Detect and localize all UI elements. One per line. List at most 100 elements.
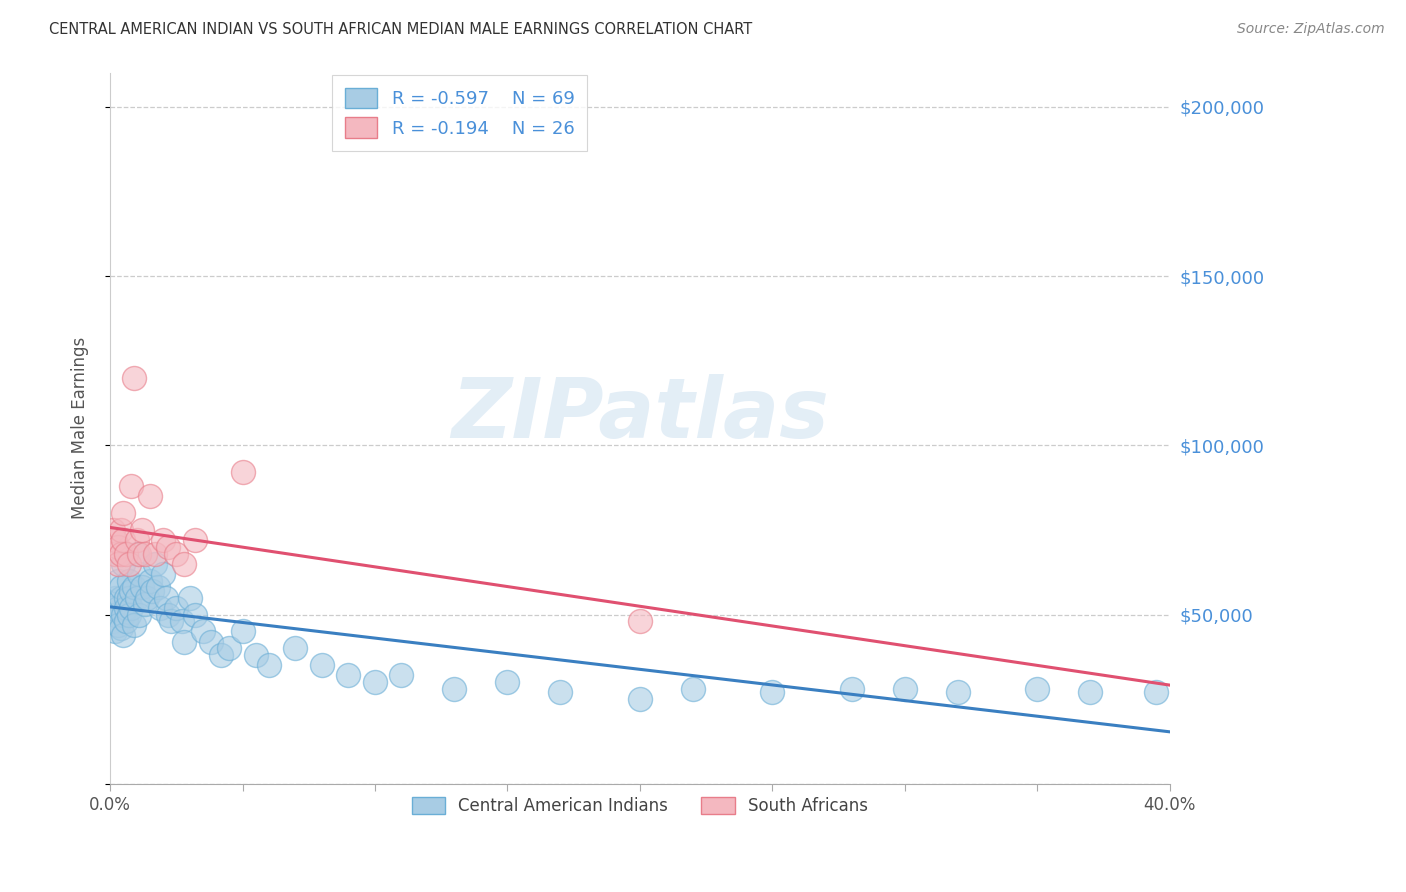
Point (110, 621, 132, 635)
Point (120, 479, 142, 493)
Point (165, 600, 187, 615)
Point (115, 591, 138, 605)
Point (1026, 681, 1049, 696)
Point (184, 607, 207, 622)
Point (125, 547, 148, 561)
Point (122, 370, 145, 384)
Point (149, 600, 172, 615)
Text: CENTRAL AMERICAN INDIAN VS SOUTH AFRICAN MEDIAN MALE EARNINGS CORRELATION CHART: CENTRAL AMERICAN INDIAN VS SOUTH AFRICAN… (49, 22, 752, 37)
Point (1078, 685, 1101, 699)
Point (128, 566, 150, 581)
Point (1144, 685, 1167, 699)
Point (628, 692, 651, 706)
Text: Source: ZipAtlas.com: Source: ZipAtlas.com (1237, 22, 1385, 37)
Point (218, 641, 240, 656)
Point (112, 607, 135, 622)
Point (200, 634, 222, 648)
Y-axis label: Median Male Earnings: Median Male Earnings (72, 337, 89, 519)
Point (134, 598, 156, 612)
Point (110, 523, 132, 537)
Point (946, 685, 969, 699)
Point (550, 685, 572, 699)
Point (231, 624, 253, 639)
Point (104, 607, 127, 622)
Point (117, 574, 139, 588)
Point (184, 533, 207, 547)
Point (143, 557, 166, 571)
Point (139, 489, 162, 503)
Point (128, 607, 150, 622)
Point (682, 681, 704, 696)
Point (107, 600, 129, 615)
Point (146, 581, 169, 595)
Point (110, 591, 132, 605)
Point (115, 600, 138, 615)
Point (245, 648, 267, 662)
Point (107, 617, 129, 632)
Text: ZIPatlas: ZIPatlas (451, 374, 828, 455)
Point (128, 547, 150, 561)
Point (104, 547, 127, 561)
Point (107, 540, 129, 554)
Point (122, 617, 145, 632)
Point (443, 681, 465, 696)
Point (112, 533, 135, 547)
Point (112, 628, 135, 642)
Point (117, 607, 139, 622)
Point (893, 681, 915, 696)
Point (170, 614, 193, 628)
Point (117, 591, 139, 605)
Point (115, 547, 138, 561)
Point (110, 581, 132, 595)
Point (141, 583, 163, 598)
Point (173, 557, 195, 571)
Point (112, 557, 135, 571)
Point (131, 523, 153, 537)
Legend: Central American Indians, South Africans: Central American Indians, South Africans (402, 787, 879, 825)
Point (257, 658, 280, 673)
Point (125, 533, 148, 547)
Point (107, 574, 129, 588)
Point (101, 614, 124, 628)
Point (115, 614, 138, 628)
Point (311, 658, 333, 673)
Point (496, 675, 519, 690)
Point (104, 591, 127, 605)
Point (101, 523, 124, 537)
Point (134, 547, 156, 561)
Point (157, 607, 180, 622)
Point (155, 591, 177, 605)
Point (110, 547, 132, 561)
Point (628, 614, 651, 628)
Point (136, 591, 159, 605)
Point (191, 624, 214, 639)
Point (152, 533, 174, 547)
Point (209, 648, 232, 662)
Point (120, 600, 142, 615)
Point (391, 668, 413, 682)
Point (364, 675, 387, 690)
Point (160, 614, 183, 628)
Point (131, 581, 153, 595)
Point (165, 547, 187, 561)
Point (157, 540, 180, 554)
Point (139, 574, 162, 588)
Point (122, 581, 145, 595)
Point (152, 566, 174, 581)
Point (104, 533, 127, 547)
Point (107, 557, 129, 571)
Point (337, 668, 360, 682)
Point (120, 583, 142, 598)
Point (841, 681, 863, 696)
Point (104, 624, 127, 639)
Point (143, 547, 166, 561)
Point (761, 685, 783, 699)
Point (284, 641, 307, 656)
Point (173, 634, 195, 648)
Point (125, 591, 148, 605)
Point (112, 506, 135, 520)
Point (231, 466, 253, 480)
Point (101, 600, 124, 615)
Point (117, 557, 139, 571)
Point (179, 591, 201, 605)
